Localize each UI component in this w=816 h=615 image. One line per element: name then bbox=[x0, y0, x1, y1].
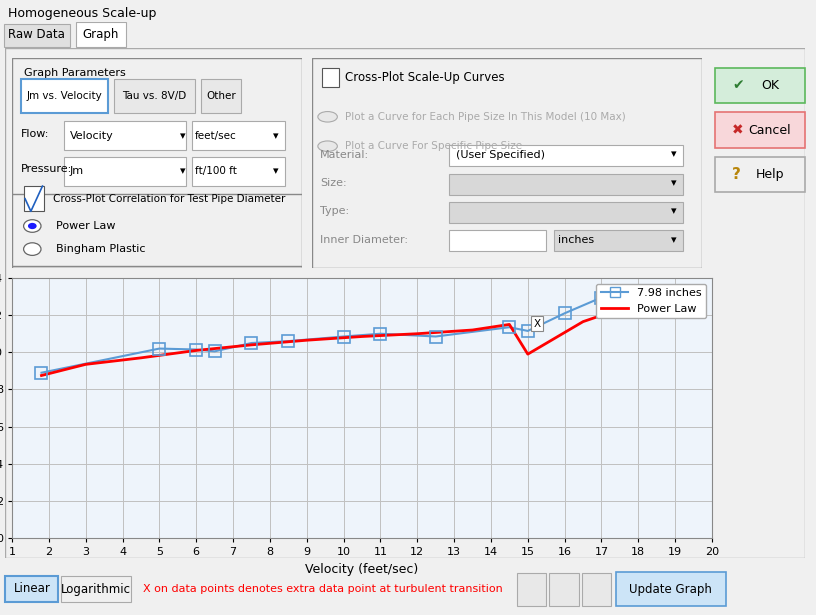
Text: Cancel: Cancel bbox=[749, 124, 792, 137]
Text: feet/sec: feet/sec bbox=[195, 131, 237, 141]
Text: Logarithmic: Logarithmic bbox=[60, 582, 131, 595]
Text: Graph: Graph bbox=[82, 28, 119, 41]
Bar bbox=[582, 573, 611, 606]
Text: Tau vs. 8V/D: Tau vs. 8V/D bbox=[122, 91, 186, 101]
Bar bbox=[449, 202, 682, 223]
Text: Flow:: Flow: bbox=[20, 129, 49, 138]
Circle shape bbox=[24, 220, 41, 232]
Text: ▾: ▾ bbox=[273, 167, 278, 177]
Bar bbox=[616, 572, 726, 606]
Text: Update Graph: Update Graph bbox=[629, 582, 712, 595]
Circle shape bbox=[24, 243, 41, 255]
Bar bbox=[449, 145, 682, 166]
Bar bbox=[715, 68, 805, 103]
Bar bbox=[322, 68, 339, 87]
Bar bbox=[449, 173, 682, 194]
Text: ▾: ▾ bbox=[671, 235, 676, 245]
Bar bbox=[715, 113, 805, 148]
Text: Linear: Linear bbox=[13, 582, 51, 595]
Text: ?: ? bbox=[732, 167, 741, 182]
Text: Raw Data: Raw Data bbox=[8, 28, 64, 41]
Text: (User Specified): (User Specified) bbox=[456, 149, 545, 160]
Bar bbox=[517, 573, 546, 606]
Text: Jm vs. Velocity: Jm vs. Velocity bbox=[26, 91, 102, 101]
Text: ▾: ▾ bbox=[671, 149, 676, 160]
Text: Other: Other bbox=[206, 91, 236, 101]
Text: Velocity: Velocity bbox=[70, 131, 113, 141]
Bar bbox=[449, 230, 546, 251]
Text: Size:: Size: bbox=[320, 178, 347, 188]
Bar bbox=[24, 186, 44, 212]
Bar bbox=[549, 573, 579, 606]
X-axis label: Velocity (feet/sec): Velocity (feet/sec) bbox=[305, 563, 419, 576]
Text: X: X bbox=[534, 319, 540, 328]
Legend: 7.98 inches, Power Law: 7.98 inches, Power Law bbox=[596, 284, 707, 318]
Text: ▾: ▾ bbox=[180, 167, 186, 177]
Text: Pressure:: Pressure: bbox=[20, 164, 72, 174]
Text: Bingham Plastic: Bingham Plastic bbox=[55, 244, 145, 254]
Bar bbox=[61, 576, 131, 602]
Text: Power Law: Power Law bbox=[55, 221, 115, 231]
Text: ▾: ▾ bbox=[180, 131, 186, 141]
Bar bbox=[715, 157, 805, 192]
Text: ▾: ▾ bbox=[671, 178, 676, 188]
Text: Inner Diameter:: Inner Diameter: bbox=[320, 235, 408, 245]
Text: Cross-Plot Scale-Up Curves: Cross-Plot Scale-Up Curves bbox=[345, 71, 505, 84]
Text: Plot a Curve for Each Pipe Size In This Model (10 Max): Plot a Curve for Each Pipe Size In This … bbox=[345, 112, 626, 122]
Text: Graph Parameters: Graph Parameters bbox=[24, 68, 126, 79]
Text: OK: OK bbox=[761, 79, 779, 92]
Text: Help: Help bbox=[756, 169, 784, 181]
Text: Jm: Jm bbox=[70, 167, 84, 177]
Text: Cross-Plot Correlation for Test Pipe Diameter: Cross-Plot Correlation for Test Pipe Dia… bbox=[52, 194, 285, 204]
Text: Material:: Material: bbox=[320, 149, 369, 160]
Bar bbox=[76, 22, 126, 47]
Text: ✔: ✔ bbox=[732, 78, 743, 92]
Text: Type:: Type: bbox=[320, 206, 349, 216]
Text: Homogeneous Scale-up: Homogeneous Scale-up bbox=[8, 7, 157, 20]
Circle shape bbox=[318, 111, 337, 122]
Text: inches: inches bbox=[557, 235, 594, 245]
Bar bbox=[554, 230, 682, 251]
Text: ✖: ✖ bbox=[732, 123, 743, 137]
Text: ▾: ▾ bbox=[273, 131, 278, 141]
Text: ▾: ▾ bbox=[671, 206, 676, 216]
Circle shape bbox=[318, 141, 337, 151]
Circle shape bbox=[28, 223, 37, 229]
Text: Plot a Curve For Specific Pipe Size: Plot a Curve For Specific Pipe Size bbox=[345, 141, 522, 151]
Bar bbox=[3, 24, 70, 47]
Text: ft/100 ft: ft/100 ft bbox=[195, 167, 237, 177]
Bar bbox=[5, 576, 58, 602]
Text: X on data points denotes extra data point at turbulent transition: X on data points denotes extra data poin… bbox=[143, 584, 503, 594]
